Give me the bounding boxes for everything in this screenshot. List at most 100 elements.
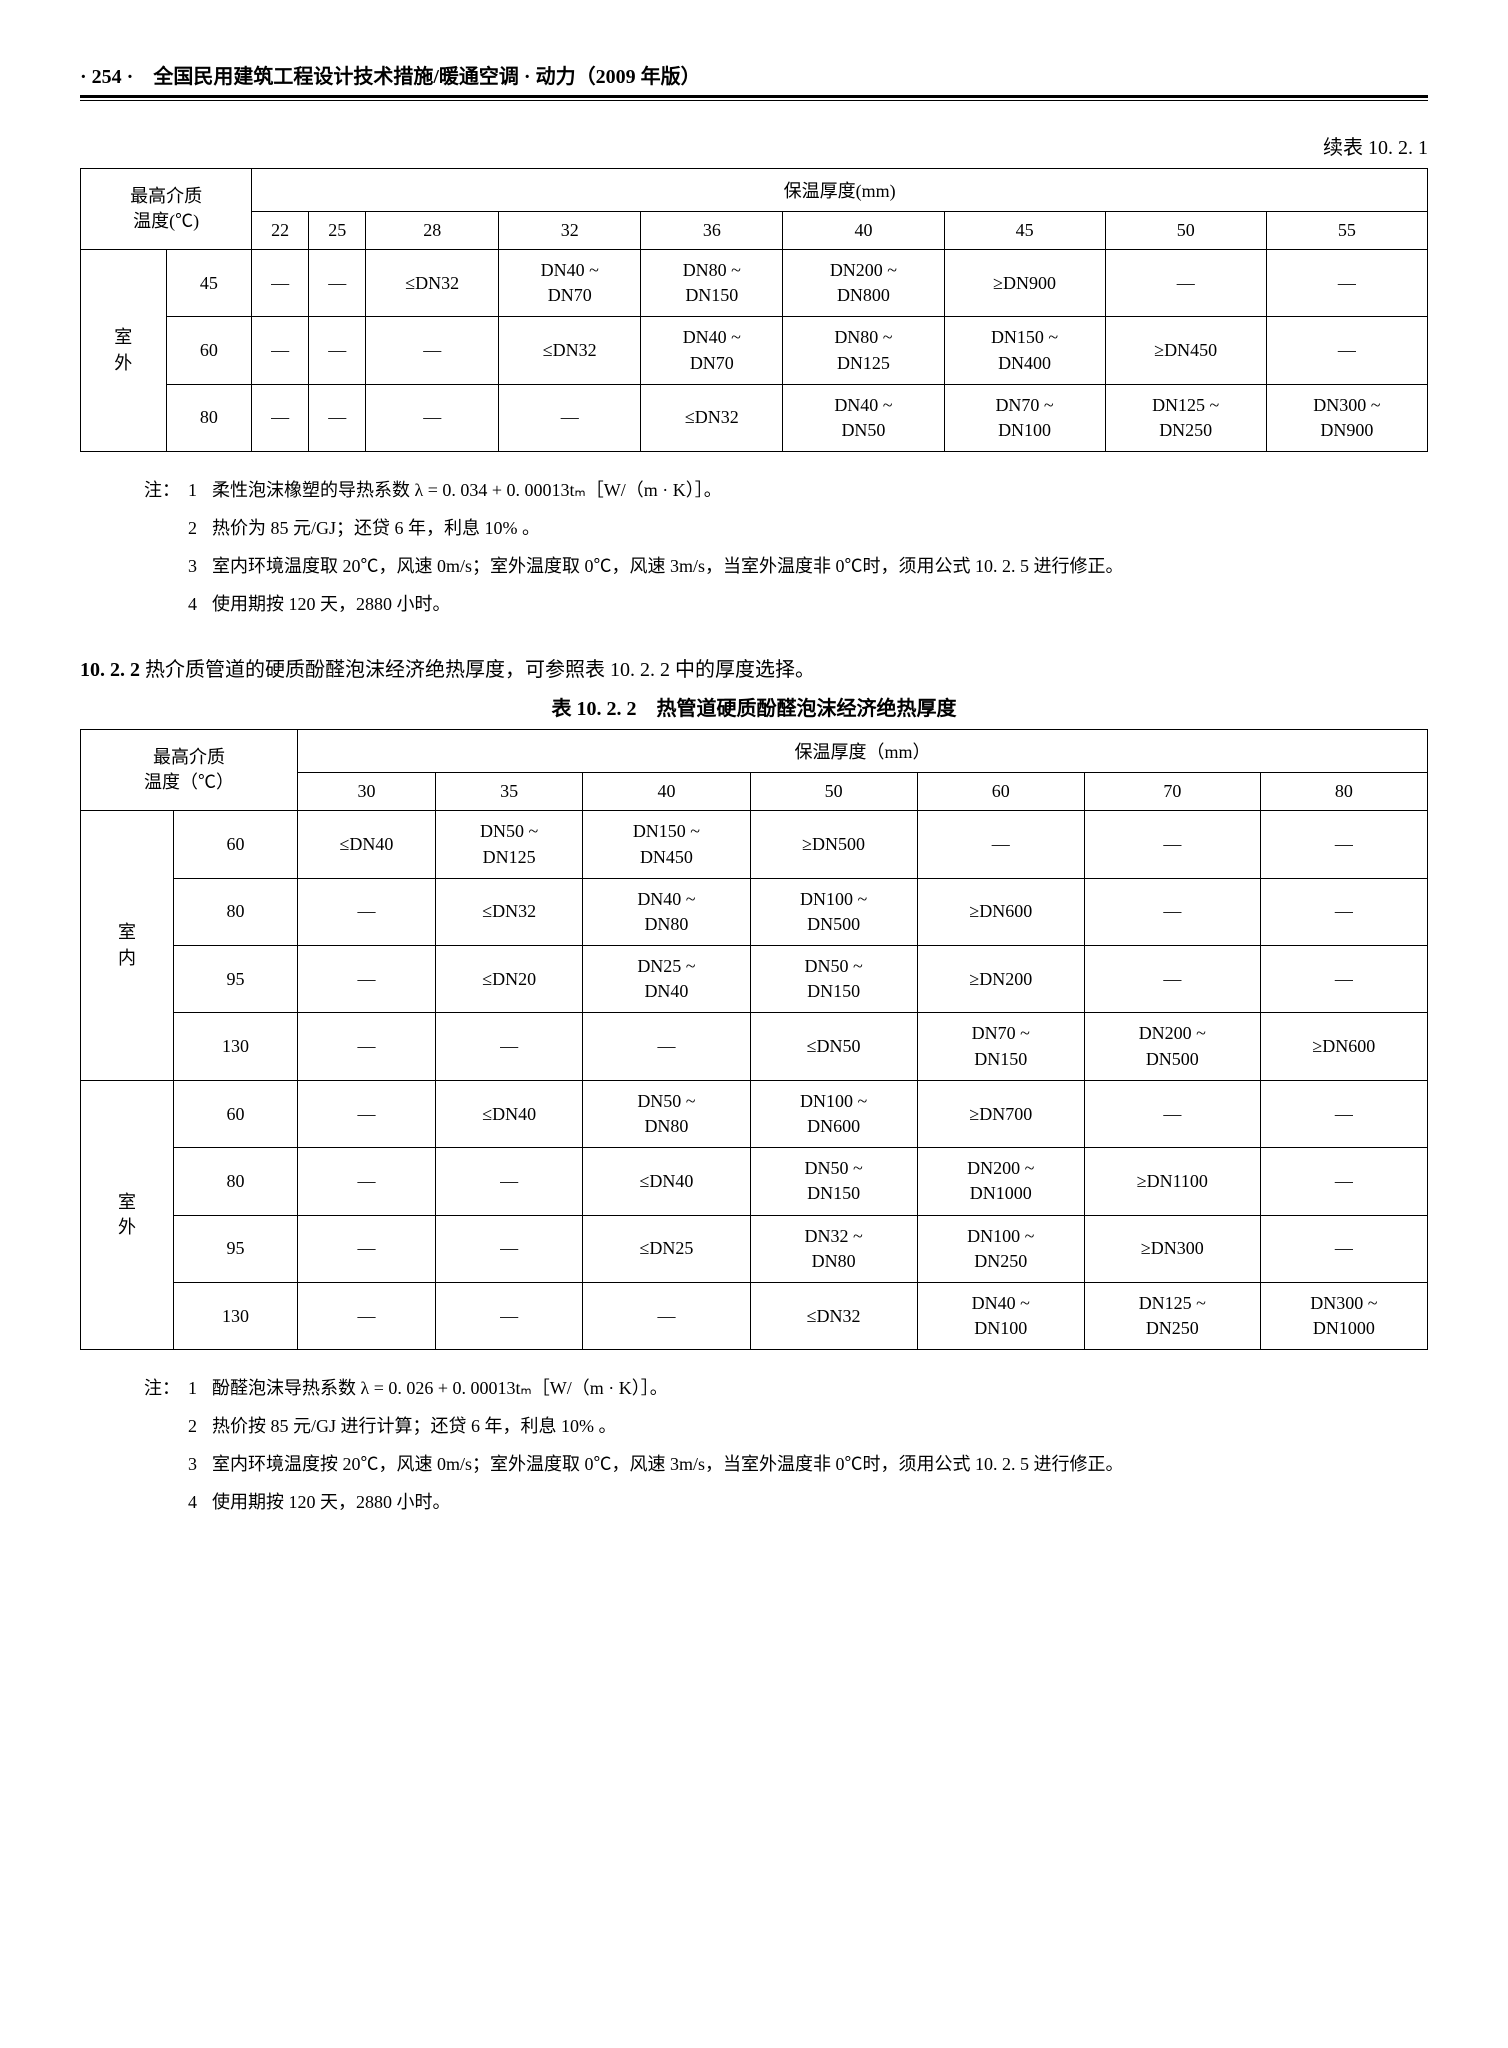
- table-cell: ≤DN32: [366, 250, 499, 317]
- table-cell: —: [1260, 1215, 1427, 1282]
- table-cell: ≤DN32: [641, 384, 783, 451]
- table-cell: 35: [435, 773, 582, 811]
- table-cell: ≤DN40: [298, 811, 436, 878]
- side-label: 室外: [81, 250, 167, 452]
- table-cell: —: [1266, 317, 1427, 384]
- table-cell: —: [298, 878, 436, 945]
- table-cell: DN300 ~DN900: [1266, 384, 1427, 451]
- table-cell: 50: [1105, 212, 1266, 250]
- table-cell: DN125 ~DN250: [1084, 1282, 1260, 1349]
- table-cell: —: [252, 250, 309, 317]
- table-cell: DN70 ~DN150: [917, 1013, 1084, 1080]
- table-cell: 130: [174, 1282, 298, 1349]
- table-cell: —: [1260, 878, 1427, 945]
- table-cell: DN300 ~DN1000: [1260, 1282, 1427, 1349]
- table-cell: —: [298, 1080, 436, 1147]
- table-cell: ≥DN1100: [1084, 1148, 1260, 1215]
- table2-caption: 表 10. 2. 2 热管道硬质酚醛泡沫经济绝热厚度: [80, 692, 1428, 721]
- table-cell: —: [298, 946, 436, 1013]
- table-cell: ≥DN300: [1084, 1215, 1260, 1282]
- note-label: 注：: [120, 472, 188, 510]
- table-cell: DN50 ~DN150: [750, 946, 917, 1013]
- note-label: 注：: [120, 1370, 188, 1408]
- table-cell: —: [1260, 1148, 1427, 1215]
- table-cell: DN100 ~DN600: [750, 1080, 917, 1147]
- table-cell: 30: [298, 773, 436, 811]
- table-cell: 70: [1084, 773, 1260, 811]
- table-cell: —: [309, 384, 366, 451]
- table-cell: 95: [174, 946, 298, 1013]
- table-cell: DN100 ~DN500: [750, 878, 917, 945]
- table-cell: 95: [174, 1215, 298, 1282]
- table-cell: DN80 ~DN150: [641, 250, 783, 317]
- table-cell: DN200 ~DN1000: [917, 1148, 1084, 1215]
- page-header: · 254 · 全国民用建筑工程设计技术措施/暖通空调 · 动力（2009 年版…: [80, 60, 1428, 89]
- table-cell: 45: [166, 250, 252, 317]
- note-label: [120, 510, 188, 548]
- table-cell: DN40 ~DN50: [783, 384, 944, 451]
- header-rule: [80, 95, 1428, 98]
- table-cell: —: [366, 317, 499, 384]
- table-cell: DN40 ~DN70: [641, 317, 783, 384]
- table-cell: DN100 ~DN250: [917, 1215, 1084, 1282]
- table-cell: ≤DN50: [750, 1013, 917, 1080]
- note-number: 1: [188, 472, 212, 510]
- table-cell: —: [309, 250, 366, 317]
- table-cell: ≤DN40: [583, 1148, 750, 1215]
- table-cell: DN40 ~DN70: [499, 250, 641, 317]
- note-number: 2: [188, 1408, 212, 1446]
- section-10-2-2: 10. 2. 2 热介质管道的硬质酚醛泡沫经济绝热厚度，可参照表 10. 2. …: [80, 653, 1428, 682]
- table-cell: DN150 ~DN450: [583, 811, 750, 878]
- table-cell: —: [435, 1215, 582, 1282]
- note-number: 4: [188, 586, 212, 624]
- section-text: 热介质管道的硬质酚醛泡沫经济绝热厚度，可参照表 10. 2. 2 中的厚度选择。: [145, 659, 815, 681]
- table-cell: 60: [917, 773, 1084, 811]
- table-cell: 80: [174, 1148, 298, 1215]
- header-rule-thin: [80, 100, 1428, 101]
- table-cell: 25: [309, 212, 366, 250]
- table-cell: —: [499, 384, 641, 451]
- side-label: 室外: [81, 1080, 174, 1350]
- table-cell: —: [1260, 811, 1427, 878]
- table-cell: 80: [1260, 773, 1427, 811]
- notes-2: 注：1酚醛泡沫导热系数 λ = 0. 026 + 0. 00013tₘ［W/（m…: [120, 1370, 1428, 1521]
- table-10-2-2: 最高介质温度（℃）保温厚度（mm）30354050607080室内60≤DN40…: [80, 729, 1428, 1350]
- table-cell: —: [1266, 250, 1427, 317]
- table-cell: —: [1260, 946, 1427, 1013]
- table-cell: 60: [174, 1080, 298, 1147]
- table1-caption: 续表 10. 2. 1: [80, 131, 1428, 160]
- side-label: 室内: [81, 811, 174, 1081]
- note-label: [120, 586, 188, 624]
- note-text: 使用期按 120 天，2880 小时。: [212, 586, 1428, 624]
- table-cell: —: [435, 1148, 582, 1215]
- table-cell: 40: [583, 773, 750, 811]
- note-label: [120, 548, 188, 586]
- note-text: 室内环境温度取 20℃，风速 0m/s；室外温度取 0℃，风速 3m/s，当室外…: [212, 548, 1428, 586]
- table-cell: 130: [174, 1013, 298, 1080]
- col-group-label: 保温厚度(mm): [252, 169, 1428, 212]
- note-number: 3: [188, 548, 212, 586]
- table-cell: —: [583, 1013, 750, 1080]
- note-label: [120, 1408, 188, 1446]
- table-cell: —: [252, 317, 309, 384]
- table-cell: 45: [944, 212, 1105, 250]
- table-cell: ≤DN40: [435, 1080, 582, 1147]
- note-text: 室内环境温度按 20℃，风速 0m/s；室外温度取 0℃，风速 3m/s，当室外…: [212, 1446, 1428, 1484]
- table-cell: DN200 ~DN800: [783, 250, 944, 317]
- table-cell: ≥DN200: [917, 946, 1084, 1013]
- table-cell: —: [435, 1282, 582, 1349]
- note-label: [120, 1484, 188, 1522]
- table-cell: DN32 ~DN80: [750, 1215, 917, 1282]
- note-label: [120, 1446, 188, 1484]
- note-text: 热价为 85 元/GJ；还贷 6 年，利息 10% 。: [212, 510, 1428, 548]
- notes-1: 注：1柔性泡沫橡塑的导热系数 λ = 0. 034 + 0. 00013tₘ［W…: [120, 472, 1428, 623]
- table-cell: —: [366, 384, 499, 451]
- table-10-2-1: 最高介质温度(℃)保温厚度(mm)222528323640455055室外45—…: [80, 168, 1428, 452]
- table-cell: —: [435, 1013, 582, 1080]
- table-cell: —: [1260, 1080, 1427, 1147]
- table-cell: ≤DN25: [583, 1215, 750, 1282]
- note-number: 4: [188, 1484, 212, 1522]
- table-cell: —: [917, 811, 1084, 878]
- table-cell: ≥DN600: [917, 878, 1084, 945]
- table-cell: DN150 ~DN400: [944, 317, 1105, 384]
